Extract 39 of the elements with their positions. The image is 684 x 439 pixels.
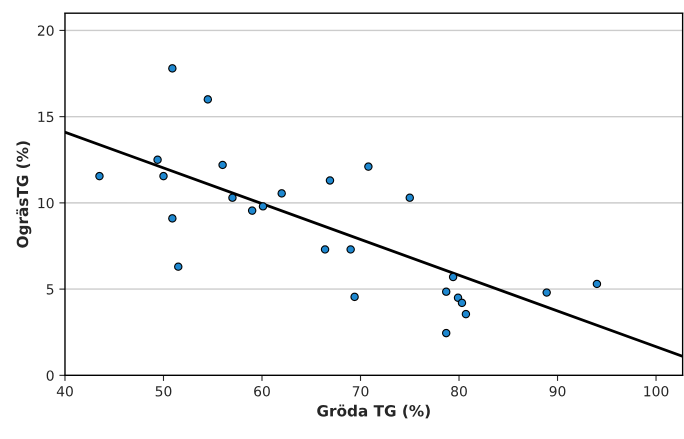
- x-tick-label: 80: [451, 386, 467, 397]
- x-axis-title: Gröda TG (%): [317, 404, 430, 418]
- point: [277, 189, 286, 198]
- point: [248, 206, 256, 215]
- point: [326, 176, 334, 185]
- point: [228, 193, 237, 202]
- point: [542, 288, 551, 297]
- point: [406, 193, 414, 202]
- point: [448, 272, 458, 282]
- point: [95, 172, 104, 180]
- point: [204, 95, 212, 104]
- point: [346, 245, 355, 254]
- point: [320, 245, 330, 254]
- point: [442, 287, 450, 296]
- point: [174, 262, 182, 271]
- x-tick-label: 100: [644, 386, 668, 397]
- point: [258, 202, 268, 211]
- y-tick-label: 10: [38, 198, 54, 208]
- point: [458, 298, 466, 308]
- y-tick-label: 20: [38, 25, 54, 36]
- point: [364, 162, 373, 171]
- y-tick-label: 15: [38, 112, 54, 122]
- x-tick-label: 50: [156, 386, 172, 397]
- y-tick-label: 5: [46, 284, 54, 295]
- point: [168, 214, 177, 223]
- point: [442, 328, 450, 338]
- point: [159, 172, 168, 180]
- point: [462, 310, 470, 318]
- point: [168, 64, 177, 73]
- x-tick-label: 90: [550, 386, 566, 397]
- x-tick-label: 70: [352, 386, 368, 397]
- point: [218, 160, 227, 170]
- y-axis-title: OgräsTG (%): [16, 141, 32, 248]
- x-tick-label: 40: [56, 386, 73, 397]
- y-tick-label: 0: [46, 370, 54, 381]
- point: [592, 280, 602, 288]
- point: [153, 156, 162, 164]
- point: [350, 292, 359, 302]
- x-tick-label: 60: [254, 386, 270, 397]
